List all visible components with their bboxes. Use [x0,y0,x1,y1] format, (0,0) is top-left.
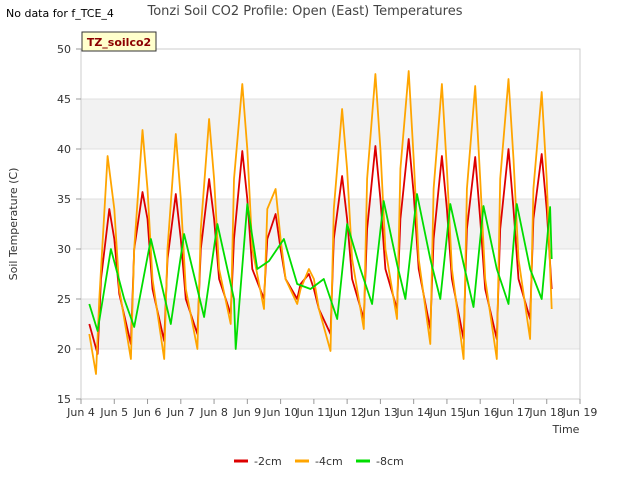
grid-band [81,99,580,149]
y-tick-label: 15 [57,393,71,406]
badge: TZ_soilco2 [81,31,157,52]
x-tick-label: Jun 19 [562,406,598,419]
y-tick-label: 30 [57,243,71,256]
x-tick-label: Jun 10 [262,406,298,419]
y-tick-label: 20 [57,343,71,356]
y-tick-label: 25 [57,293,71,306]
x-tick-label: Jun 7 [166,406,195,419]
x-tick-label: Jun 13 [362,406,398,419]
legend-label: -8cm [376,455,404,468]
y-tick-label: 35 [57,193,71,206]
y-tick-label: 50 [57,43,71,56]
y-tick-label: 40 [57,143,71,156]
legend: -2cm -4cm -8cm [234,455,404,468]
x-tick-label: Jun 17 [495,406,531,419]
plot-frame [80,48,581,400]
chart-title: Tonzi Soil CO2 Profile: Open (East) Temp… [146,4,462,19]
grid-band [81,199,580,249]
y-tick-label: 45 [57,93,71,106]
badge-box [81,31,157,52]
grid-band [81,349,580,399]
series-line-8cmcm-line [88,193,553,350]
plot-background [81,49,580,399]
badge-label: TZ_soilco2 [87,36,151,49]
x-tick-label: Jun 16 [462,406,498,419]
x-tick-label: Jun 9 [232,406,261,419]
x-tick-label: Jun 15 [429,406,465,419]
x-tick-label: Jun 5 [99,406,128,419]
grid-band [81,149,580,199]
x-tick-label: Jun 8 [199,406,228,419]
x-tick-label: Jun 4 [66,406,95,419]
y-axis-label: Soil Temperature (C) [7,168,20,281]
legend-label: -2cm [254,455,282,468]
grid-band [81,249,580,299]
no-data-note: No data for f_TCE_4 [6,7,114,20]
x-tick-label: Jun 14 [395,406,431,419]
x-axis-label: Time [552,423,580,436]
x-tick-label: Jun 18 [528,406,564,419]
x-axis: Jun 4 Jun 5 Jun 6 Jun 7 Jun 8 Jun 9 Jun 10Jun … [66,399,597,419]
x-tick-label: Jun 12 [329,406,365,419]
grid-band [81,49,580,99]
series-line-4cmcm-line [88,70,553,375]
x-tick-label: Jun 6 [133,406,162,419]
x-tick-label: Jun 11 [296,406,332,419]
y-axis: 15 20 25 30 35 40 45 50 [57,43,81,406]
series-group [88,70,553,375]
legend-label: -4cm [315,455,343,468]
